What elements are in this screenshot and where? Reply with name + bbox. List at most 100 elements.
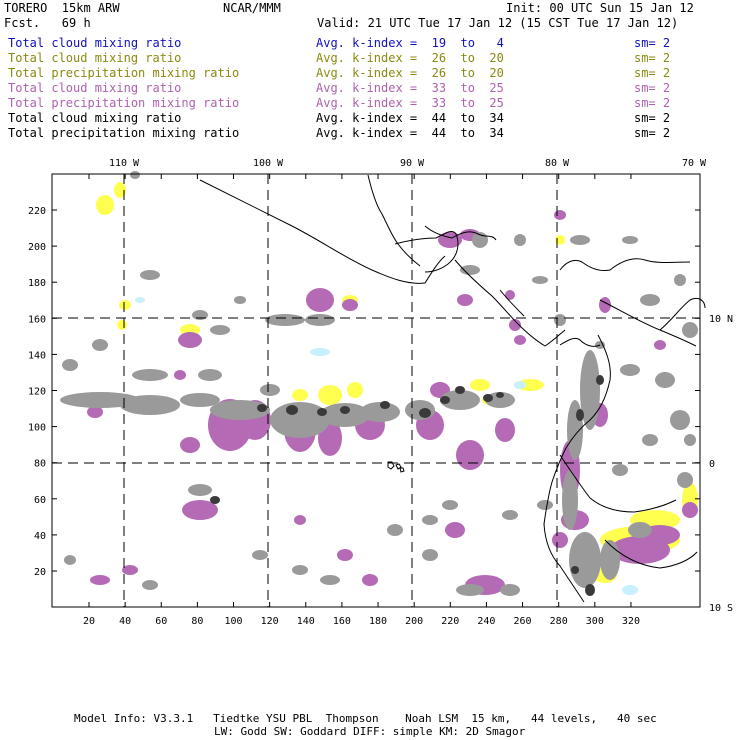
dark-core <box>286 405 298 415</box>
x-tick-labels: 20 40 60 80 100 120 140 160 180 200 220 240 260 280 30… <box>83 616 640 627</box>
cyan-fill <box>135 297 145 303</box>
gray-fill <box>532 276 548 284</box>
gray-fill <box>620 364 640 376</box>
legend-field: Total cloud mixing ratio <box>8 36 182 50</box>
purple-fill <box>337 549 353 561</box>
longitude-label: 100 W <box>253 158 284 169</box>
dark-core <box>340 406 350 414</box>
yellow-fill <box>117 320 127 330</box>
gray-fill <box>600 540 620 580</box>
x-tick-label: 240 <box>477 616 495 627</box>
yellow-fill <box>292 389 308 401</box>
gray-fill <box>120 395 180 415</box>
purple-fill <box>180 437 200 453</box>
yellow-fill <box>114 182 126 198</box>
dark-core <box>571 566 579 574</box>
gray-fill <box>670 410 690 430</box>
gray-fill <box>92 339 108 351</box>
y-tick-label: 200 <box>28 242 46 253</box>
purple-fill <box>456 440 484 470</box>
gray-fill <box>210 400 270 420</box>
gray-fill <box>622 236 638 244</box>
gray-fill <box>422 549 438 561</box>
purple-fill <box>682 502 698 518</box>
legend-field: Total cloud mixing ratio <box>8 81 182 95</box>
yellow-fill <box>347 382 363 398</box>
gray-fill <box>422 515 438 525</box>
gray-fill <box>60 392 140 408</box>
latitude-label: 10 S <box>709 603 733 614</box>
gray-fill <box>320 575 340 585</box>
gray-fill <box>562 470 578 530</box>
gray-fill <box>514 234 526 246</box>
gray-fill <box>677 472 693 488</box>
purple-fill <box>182 500 218 520</box>
dark-core <box>496 392 504 398</box>
legend-sm: sm= 2 <box>634 111 671 125</box>
dark-core <box>455 386 465 394</box>
legend-kindex: Avg. k-index = 26 to 20 <box>316 51 504 65</box>
x-tick-label: 300 <box>586 616 604 627</box>
latitude-label: 0 <box>709 459 715 470</box>
gray-fill <box>612 464 628 476</box>
model-title: TORERO 15km ARW <box>4 1 120 15</box>
gray-fill <box>682 322 698 338</box>
gray-fill <box>485 392 515 408</box>
x-tick-label: 40 <box>119 616 131 627</box>
dark-core <box>483 394 493 402</box>
gray-fill <box>640 294 660 306</box>
gray-fill <box>320 403 370 427</box>
gray-fill <box>265 314 305 326</box>
purple-fill <box>87 406 103 418</box>
purple-fill <box>342 299 358 311</box>
dark-core <box>585 584 595 596</box>
legend-field: Total precipitation mixing ratio <box>8 66 240 80</box>
x-tick-label: 160 <box>333 616 351 627</box>
y-tick-label: 140 <box>28 350 46 361</box>
purple-fill <box>294 515 306 525</box>
gray-fill <box>292 565 308 575</box>
y-tick-label: 60 <box>34 495 46 506</box>
gray-fill <box>387 524 403 536</box>
legend-field: Total cloud mixing ratio <box>8 111 182 125</box>
cyan-fill <box>514 381 526 389</box>
legend-field: Total precipitation mixing ratio <box>8 126 240 140</box>
legend-kindex: Avg. k-index = 33 to 25 <box>316 96 504 110</box>
legend-sm: sm= 2 <box>634 51 671 65</box>
purple-fill <box>90 575 110 585</box>
legend-sm: sm= 2 <box>634 36 671 50</box>
purple-fill <box>362 574 378 586</box>
purple-fill <box>178 332 202 348</box>
purple-fill <box>505 290 515 300</box>
lat-lon-grid <box>52 174 700 607</box>
y-tick-labels: 20 40 60 80 100 120 140 160 180 200 220 <box>28 206 46 578</box>
x-tick-label: 280 <box>550 616 568 627</box>
y-tick-label: 20 <box>34 567 46 578</box>
dark-core <box>596 375 604 385</box>
init-time: Init: 00 UTC Sun 15 Jan 12 <box>506 1 694 15</box>
gray-fill <box>142 580 158 590</box>
dark-core <box>210 496 220 504</box>
gray-fill <box>655 372 675 388</box>
gray-fill <box>684 434 696 446</box>
gray-fill <box>130 171 140 179</box>
x-tick-label: 180 <box>369 616 387 627</box>
legend-kindex: Avg. k-index = 26 to 20 <box>316 66 504 80</box>
gray-fill <box>537 500 553 510</box>
cyan-fill <box>622 585 638 595</box>
gray-fill <box>642 434 658 446</box>
longitude-label: 90 W <box>400 158 425 169</box>
y-tick-label: 40 <box>34 531 46 542</box>
longitude-labels: 110 W 100 W 90 W 80 W 70 W <box>109 158 707 169</box>
gray-fill <box>270 402 330 438</box>
gray-fill <box>210 325 230 335</box>
cloud-fill-layer <box>60 171 698 596</box>
coastlines <box>199 174 706 603</box>
x-tick-label: 220 <box>441 616 459 627</box>
y-tick-label: 160 <box>28 314 46 325</box>
purple-fill <box>306 288 334 312</box>
gray-fill <box>554 314 566 326</box>
yellow-fill <box>96 195 114 215</box>
yellow-fill <box>470 379 490 391</box>
gray-fill <box>460 265 480 275</box>
